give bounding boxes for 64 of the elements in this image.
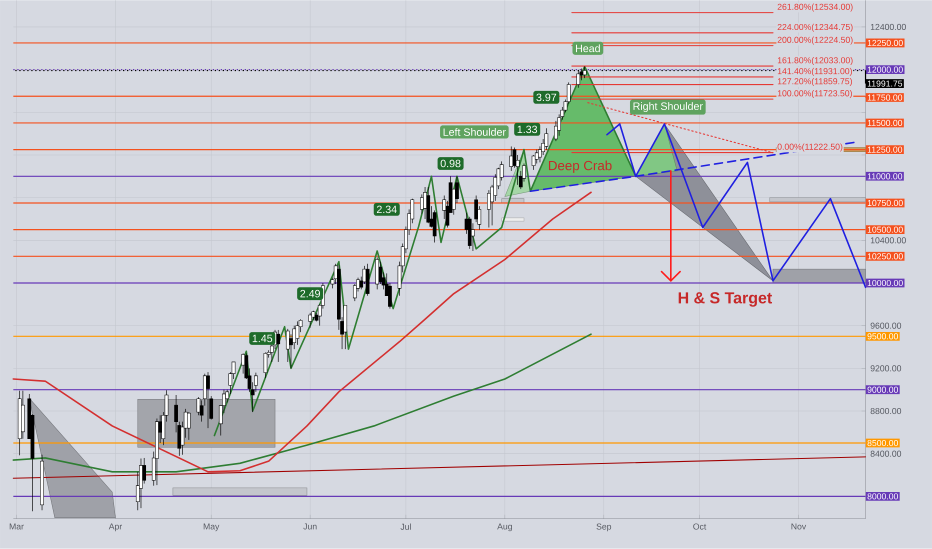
annotation: 127.20%(11859.75) — [778, 78, 852, 86]
candlestick — [206, 372, 210, 429]
annotation: 2.49 — [300, 290, 320, 298]
x-tick-label: Apr — [108, 524, 122, 532]
annotation: Deep Crab — [548, 160, 612, 174]
ref-line-label: 9500.00 — [868, 333, 898, 340]
y-tick-label: 8400.00 — [870, 450, 902, 457]
y-tick-label: 9600.00 — [870, 322, 902, 329]
ref-line-label: 8000.00 — [868, 493, 898, 500]
candlestick — [423, 186, 427, 220]
ref-line-label: 11250.00 — [868, 146, 902, 153]
line-series — [12, 192, 592, 473]
annotation: 1.45 — [252, 334, 272, 342]
x-tick-label: Nov — [792, 524, 806, 530]
ref-line-label: 10250.00 — [868, 253, 903, 260]
x-tick-label: Jun — [303, 524, 317, 530]
annotation: 100.00%(11723.50) — [778, 90, 852, 98]
line-series — [12, 334, 592, 473]
annotation: 0.00%(11222.50) — [778, 144, 842, 152]
annotation: 3.97 — [536, 94, 556, 102]
candlestick — [296, 321, 300, 346]
x-tick-label: Mar — [10, 524, 24, 530]
candlestick — [142, 458, 146, 484]
ref-line-label: 8500.00 — [868, 440, 898, 446]
annotation: 200.00%(12224.50) — [778, 36, 853, 45]
y-tick-label: 9200.00 — [870, 365, 902, 372]
annotation: 224.00%(12344.75) — [778, 24, 853, 32]
candlestick — [200, 400, 204, 422]
ref-line-label: 11750.00 — [868, 94, 902, 101]
legend-label: 11991.75 — [868, 80, 902, 87]
candlestick — [582, 66, 587, 79]
x-tick-label: Jul — [400, 524, 411, 530]
annotation: 0.98 — [440, 160, 460, 168]
annotation: 261.80%(12534.00) — [778, 4, 853, 12]
candlestick — [432, 210, 436, 243]
ref-line-label: 10000.00 — [868, 280, 903, 286]
y-tick-label: 8800.00 — [870, 408, 902, 414]
annotation: Right Shoulder — [634, 102, 703, 112]
y-tick-label: 10400.00 — [870, 237, 906, 244]
candlestick — [276, 330, 280, 362]
ref-line-label: 10500.00 — [868, 226, 903, 233]
ref-line-label: 12250.00 — [868, 40, 903, 46]
candlestick — [186, 412, 191, 440]
ref-line-label: 9000.00 — [868, 386, 898, 393]
candlestick — [139, 458, 143, 509]
candlestick — [388, 282, 392, 310]
ref-line-label: 10750.00 — [868, 200, 903, 206]
annotation: 1.33 — [518, 126, 538, 134]
annotation: 161.80%(12033.00) — [778, 57, 853, 66]
ref-line-label: 11000.00 — [868, 173, 902, 180]
annotation: H & S Target — [678, 292, 772, 307]
ref-line-label: 11500.00 — [868, 120, 902, 126]
annotation: 2.34 — [376, 206, 397, 214]
y-tick-label: 12400.00 — [870, 24, 906, 30]
x-tick-label: Oct — [693, 524, 706, 530]
annotation: 141.40%(11931.00) — [778, 68, 852, 76]
x-tick-label: Aug — [497, 524, 512, 532]
candlestick — [264, 352, 268, 378]
ref-line-label: 12000.00 — [868, 66, 903, 73]
candlestick — [308, 312, 312, 328]
annotation: Head — [576, 44, 600, 52]
x-tick-label: Sep — [596, 524, 612, 532]
x-tick-label: May — [204, 524, 220, 532]
annotation: Left Shoulder — [444, 128, 506, 136]
